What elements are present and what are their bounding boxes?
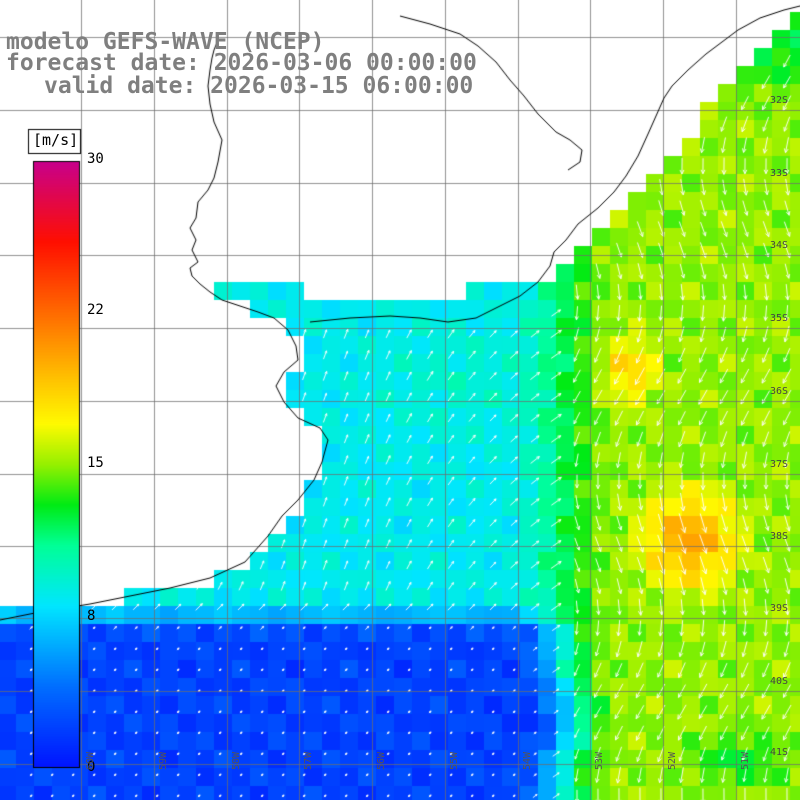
- colorbar-tick-8: 8: [87, 608, 96, 624]
- lon-label-56w: 56W: [376, 751, 387, 770]
- lat-label-35s: 35S: [770, 313, 789, 324]
- lon-label-60w: 60W: [85, 751, 96, 770]
- lat-label-32s: 32S: [770, 95, 789, 106]
- lat-label-39s: 39S: [770, 603, 789, 614]
- lat-label-34s: 34S: [770, 240, 789, 251]
- valid-date-label: valid date: 2026-03-15 06:00:00: [44, 73, 474, 99]
- colorbar-tick-0: 0: [87, 759, 96, 775]
- lon-label-58w: 58W: [231, 751, 242, 770]
- lon-label-55w: 55W: [449, 751, 460, 770]
- lat-label-40s: 40S: [770, 676, 789, 687]
- lon-label-54w: 54W: [522, 751, 533, 770]
- forecast-date-label: forecast date: 2026-03-06 00:00:00: [6, 50, 477, 76]
- lon-label-59w: 59W: [158, 751, 169, 770]
- lat-label-38s: 38S: [770, 531, 789, 542]
- colorbar-tick-30: 30: [87, 151, 104, 167]
- model-title: modelo GEFS-WAVE (NCEP): [6, 29, 325, 55]
- lon-label-52w: 52W: [667, 751, 678, 770]
- colorbar-unit-label: [m/s]: [33, 131, 79, 149]
- colorbar-tick-22: 22: [87, 302, 104, 318]
- lat-label-36s: 36S: [770, 386, 789, 397]
- lat-label-37s: 37S: [770, 459, 789, 470]
- colorbar-tick-15: 15: [87, 455, 104, 471]
- lon-label-57w: 57W: [303, 751, 314, 770]
- lon-label-51w: 51W: [740, 751, 751, 770]
- lat-label-41s: 41S: [770, 747, 789, 758]
- lon-label-53w: 53W: [594, 751, 605, 770]
- lat-label-33s: 33S: [770, 168, 789, 179]
